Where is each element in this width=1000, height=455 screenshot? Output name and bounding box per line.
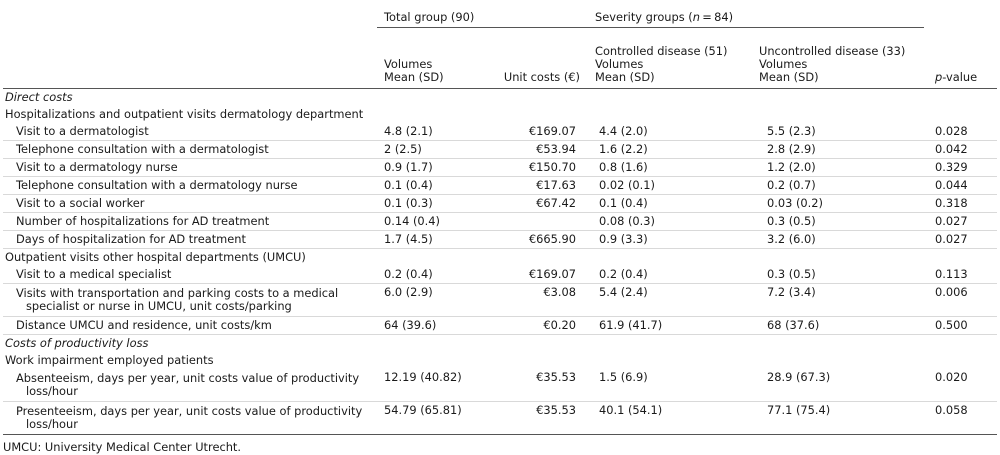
total-group-header: Total group (90): [377, 5, 588, 28]
total-volumes-header: Volumes Mean (SD): [377, 27, 494, 89]
table-row: Presenteeism, days per year, unit costs …: [3, 401, 997, 435]
table-row: Distance UMCU and residence, unit costs/…: [3, 316, 997, 335]
section-direct-costs: Direct costs: [5, 90, 73, 104]
header-row-columns: Volumes Mean (SD) Unit costs (€) Controll…: [3, 27, 997, 89]
table-row: Visits with transportation and parking c…: [3, 283, 997, 317]
cost-table: Total group (90) Severity groups (n = 84…: [3, 5, 997, 435]
subsection-work-impairment: Work impairment employed patients: [5, 353, 214, 367]
table-row: Number of hospitalizations for AD treatm…: [3, 212, 997, 231]
header-row-groups: Total group (90) Severity groups (n = 84…: [3, 5, 997, 28]
table-row: Visit to a medical specialist 0.2 (0.4) …: [3, 266, 997, 284]
subsection-hosp-dermatology: Hospitalizations and outpatient visits d…: [5, 107, 364, 121]
table-row: Visit to a dermatology nurse 0.9 (1.7) €…: [3, 158, 997, 177]
table-row: Visit to a dermatologist 4.8 (2.1) €169.…: [3, 123, 997, 141]
uncontrolled-header: Uncontrolled disease (33) Volumes Mean (SD…: [752, 27, 924, 89]
unit-costs-header: Unit costs (€): [494, 27, 588, 89]
controlled-header: Controlled disease (51) Volumes Mean (SD): [588, 27, 752, 89]
severity-groups-header: Severity groups (n = 84): [588, 5, 924, 28]
p-value-header: p-value: [924, 27, 997, 89]
table-footnote: UMCU: University Medical Center Utrecht.: [3, 440, 242, 454]
table-row: Telephone consultation with a dermatolog…: [3, 140, 997, 159]
subsection-outpatient-other: Outpatient visits other hospital departm…: [5, 250, 306, 264]
table-row: Telephone consultation with a dermatolog…: [3, 176, 997, 195]
table-row: Visit to a social worker 0.1 (0.3) €67.4…: [3, 194, 997, 213]
section-productivity-loss: Costs of productivity loss: [5, 336, 149, 350]
table-row: Absenteeism, days per year, unit costs v…: [3, 369, 997, 402]
table-row: Days of hospitalization for AD treatment…: [3, 230, 997, 249]
